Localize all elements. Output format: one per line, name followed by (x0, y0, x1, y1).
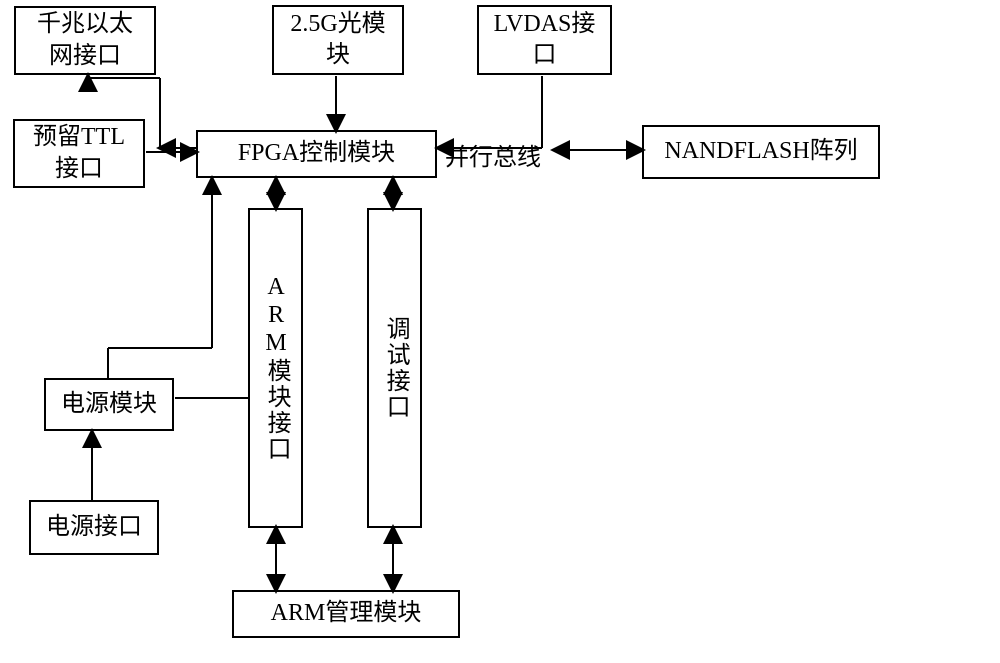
optical-box: 2.5G光模块 (272, 5, 404, 75)
lvdas-label: LVDAS接口 (494, 9, 596, 71)
nandflash-label: NANDFLASH阵列 (664, 136, 857, 167)
ttl-box: 预留TTL接口 (13, 119, 145, 188)
parallel-bus-label: 并行总线 (445, 137, 541, 172)
arrows-layer (0, 0, 1000, 663)
fpga-label: FPGA控制模块 (238, 138, 395, 169)
power-interface-label: 电源接口 (46, 512, 142, 543)
debug-interface-box: 调试接口 (367, 208, 422, 528)
fpga-box: FPGA控制模块 (196, 130, 437, 178)
ttl-label: 预留TTL接口 (33, 122, 125, 184)
arm-mgmt-label: ARM管理模块 (271, 598, 422, 629)
ethernet-label: 千兆以太网接口 (37, 9, 133, 71)
arm-interface-box: ARM模块接口 (248, 208, 303, 528)
optical-label: 2.5G光模块 (290, 9, 385, 71)
ethernet-box: 千兆以太网接口 (14, 6, 156, 75)
lvdas-box: LVDAS接口 (477, 5, 612, 75)
power-module-box: 电源模块 (44, 378, 174, 431)
power-interface-box: 电源接口 (29, 500, 159, 555)
arm-mgmt-box: ARM管理模块 (232, 590, 460, 638)
nandflash-box: NANDFLASH阵列 (642, 125, 880, 179)
arm-interface-label: ARM模块接口 (260, 274, 291, 462)
power-module-label: 电源模块 (61, 389, 157, 420)
debug-interface-label: 调试接口 (379, 316, 410, 420)
